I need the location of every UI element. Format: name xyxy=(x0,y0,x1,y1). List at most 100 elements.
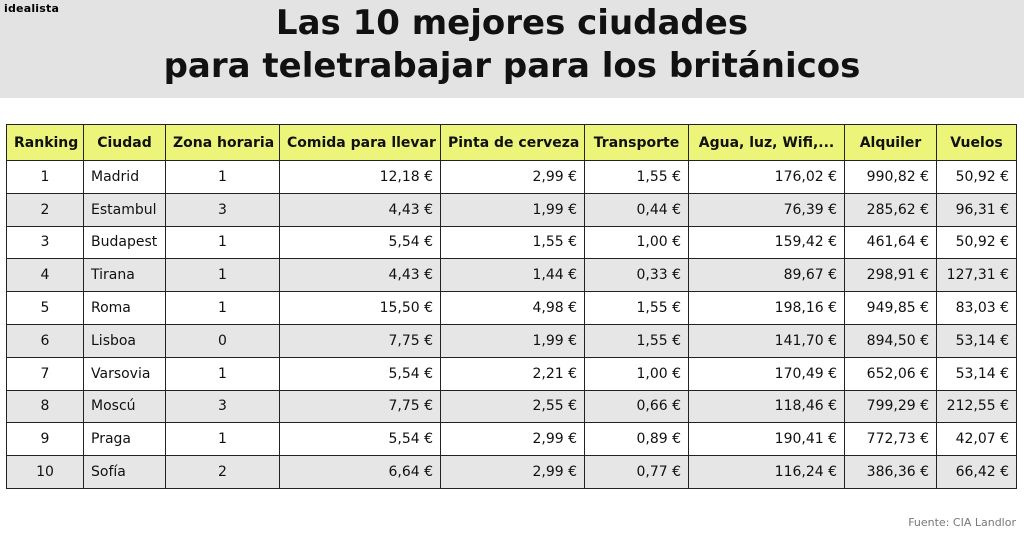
cell-rent: 799,29 € xyxy=(844,389,937,424)
cell-rent: 894,50 € xyxy=(844,323,937,358)
cell-rent: 298,91 € xyxy=(844,258,937,293)
column-header-city: Ciudad xyxy=(83,124,166,161)
cell-flights: 50,92 € xyxy=(936,225,1017,260)
cell-city: Roma xyxy=(83,291,166,325)
cell-transport: 1,55 € xyxy=(584,291,689,325)
cell-beer-pint: 2,21 € xyxy=(440,356,585,391)
table-row: 4 Tirana 1 4,43 €1,44 €0,33 €89,67 €298,91 … xyxy=(6,258,1017,293)
cell-beer-pint: 2,99 € xyxy=(440,422,585,457)
cell-city: Budapest xyxy=(83,225,166,260)
cell-time-zone: 1 xyxy=(165,258,280,293)
cell-time-zone: 0 xyxy=(165,323,280,358)
cell-utilities: 159,42 € xyxy=(688,225,845,260)
cell-rent: 949,85 € xyxy=(844,291,937,325)
cell-takeaway-food: 4,43 € xyxy=(279,192,441,227)
cell-ranking: 4 xyxy=(6,258,84,293)
cell-city: Moscú xyxy=(83,389,166,424)
column-header-beer-pint: Pinta de cerveza xyxy=(440,124,585,161)
cell-beer-pint: 2,99 € xyxy=(440,455,585,489)
column-header-utilities: Agua, luz, Wifi,... xyxy=(688,124,845,161)
cell-takeaway-food: 5,54 € xyxy=(279,225,441,260)
cell-time-zone: 3 xyxy=(165,389,280,424)
column-header-flights: Vuelos xyxy=(936,124,1017,161)
cell-ranking: 8 xyxy=(6,389,84,424)
cell-transport: 1,00 € xyxy=(584,356,689,391)
cell-rent: 772,73 € xyxy=(844,422,937,457)
cell-transport: 1,55 € xyxy=(584,160,689,194)
cell-beer-pint: 2,55 € xyxy=(440,389,585,424)
cell-ranking: 6 xyxy=(6,323,84,358)
cell-flights: 42,07 € xyxy=(936,422,1017,457)
table-row: 7 Varsovia 1 5,54 €2,21 €1,00 €170,49 €652,… xyxy=(6,356,1017,391)
cell-flights: 50,92 € xyxy=(936,160,1017,194)
cell-rent: 461,64 € xyxy=(844,225,937,260)
cell-takeaway-food: 6,64 € xyxy=(279,455,441,489)
cell-time-zone: 1 xyxy=(165,160,280,194)
cell-takeaway-food: 15,50 € xyxy=(279,291,441,325)
cell-ranking: 2 xyxy=(6,192,84,227)
cell-transport: 0,66 € xyxy=(584,389,689,424)
table-header-row: Ranking Ciudad Zona horaria Comida para lle… xyxy=(6,124,1017,161)
cell-utilities: 116,24 € xyxy=(688,455,845,489)
cell-beer-pint: 1,99 € xyxy=(440,323,585,358)
column-header-takeaway-food: Comida para llevar xyxy=(279,124,441,161)
table-row: 5 Roma 1 15,50 €4,98 €1,55 €198,16 €949,85 … xyxy=(6,291,1017,325)
cell-flights: 53,14 € xyxy=(936,323,1017,358)
table-row: 9 Praga 1 5,54 €2,99 €0,89 €190,41 €772,73 … xyxy=(6,422,1017,457)
table-row: 10 Sofía 2 6,64 €2,99 €0,77 €116,24 €386,36… xyxy=(6,455,1017,489)
title-banner: idealista Las 10 mejores ciudades para t… xyxy=(0,0,1024,98)
cell-utilities: 76,39 € xyxy=(688,192,845,227)
cell-transport: 0,44 € xyxy=(584,192,689,227)
cell-transport: 1,00 € xyxy=(584,225,689,260)
cell-takeaway-food: 7,75 € xyxy=(279,323,441,358)
cell-ranking: 9 xyxy=(6,422,84,457)
cell-city: Tirana xyxy=(83,258,166,293)
ranking-table: Ranking Ciudad Zona horaria Comida para lle… xyxy=(6,124,1017,489)
cell-time-zone: 3 xyxy=(165,192,280,227)
cell-flights: 83,03 € xyxy=(936,291,1017,325)
cell-takeaway-food: 12,18 € xyxy=(279,160,441,194)
cell-utilities: 198,16 € xyxy=(688,291,845,325)
title-line-1: Las 10 mejores ciudades xyxy=(275,3,749,43)
cell-beer-pint: 4,98 € xyxy=(440,291,585,325)
cell-city: Estambul xyxy=(83,192,166,227)
cell-rent: 386,36 € xyxy=(844,455,937,489)
column-header-transport: Transporte xyxy=(584,124,689,161)
table-body: 1 Madrid 1 12,18 €2,99 €1,55 €176,02 €990,8… xyxy=(6,160,1017,489)
cell-city: Varsovia xyxy=(83,356,166,391)
cell-transport: 0,89 € xyxy=(584,422,689,457)
cell-ranking: 3 xyxy=(6,225,84,260)
cell-utilities: 141,70 € xyxy=(688,323,845,358)
column-header-ranking: Ranking xyxy=(6,124,84,161)
cell-city: Praga xyxy=(83,422,166,457)
cell-beer-pint: 2,99 € xyxy=(440,160,585,194)
cell-flights: 96,31 € xyxy=(936,192,1017,227)
table-row: 2 Estambul 3 4,43 €1,99 €0,44 €76,39 €285,6… xyxy=(6,192,1017,227)
cell-ranking: 1 xyxy=(6,160,84,194)
title-line-2: para teletrabajar para los británicos xyxy=(163,46,861,86)
table-row: 3 Budapest 1 5,54 €1,55 €1,00 €159,42 €461,… xyxy=(6,225,1017,260)
cell-utilities: 170,49 € xyxy=(688,356,845,391)
cell-flights: 53,14 € xyxy=(936,356,1017,391)
cell-beer-pint: 1,99 € xyxy=(440,192,585,227)
cell-flights: 66,42 € xyxy=(936,455,1017,489)
table-row: 8 Moscú 3 7,75 €2,55 €0,66 €118,46 €799,29 … xyxy=(6,389,1017,424)
cell-time-zone: 1 xyxy=(165,225,280,260)
brand-logo: idealista xyxy=(4,2,60,15)
page-title: Las 10 mejores ciudades para teletrabaja… xyxy=(0,2,1024,88)
cell-time-zone: 1 xyxy=(165,422,280,457)
table-row: 1 Madrid 1 12,18 €2,99 €1,55 €176,02 €990,8… xyxy=(6,160,1017,194)
cell-utilities: 190,41 € xyxy=(688,422,845,457)
cell-rent: 285,62 € xyxy=(844,192,937,227)
source-note: Fuente: CIA Landlor xyxy=(908,516,1016,529)
cell-takeaway-food: 5,54 € xyxy=(279,356,441,391)
cell-ranking: 7 xyxy=(6,356,84,391)
cell-time-zone: 2 xyxy=(165,455,280,489)
table-row: 6 Lisboa 0 7,75 €1,99 €1,55 €141,70 €894,50… xyxy=(6,323,1017,358)
cell-transport: 1,55 € xyxy=(584,323,689,358)
cell-ranking: 10 xyxy=(6,455,84,489)
cell-city: Sofía xyxy=(83,455,166,489)
cell-takeaway-food: 7,75 € xyxy=(279,389,441,424)
cell-time-zone: 1 xyxy=(165,291,280,325)
cell-transport: 0,33 € xyxy=(584,258,689,293)
